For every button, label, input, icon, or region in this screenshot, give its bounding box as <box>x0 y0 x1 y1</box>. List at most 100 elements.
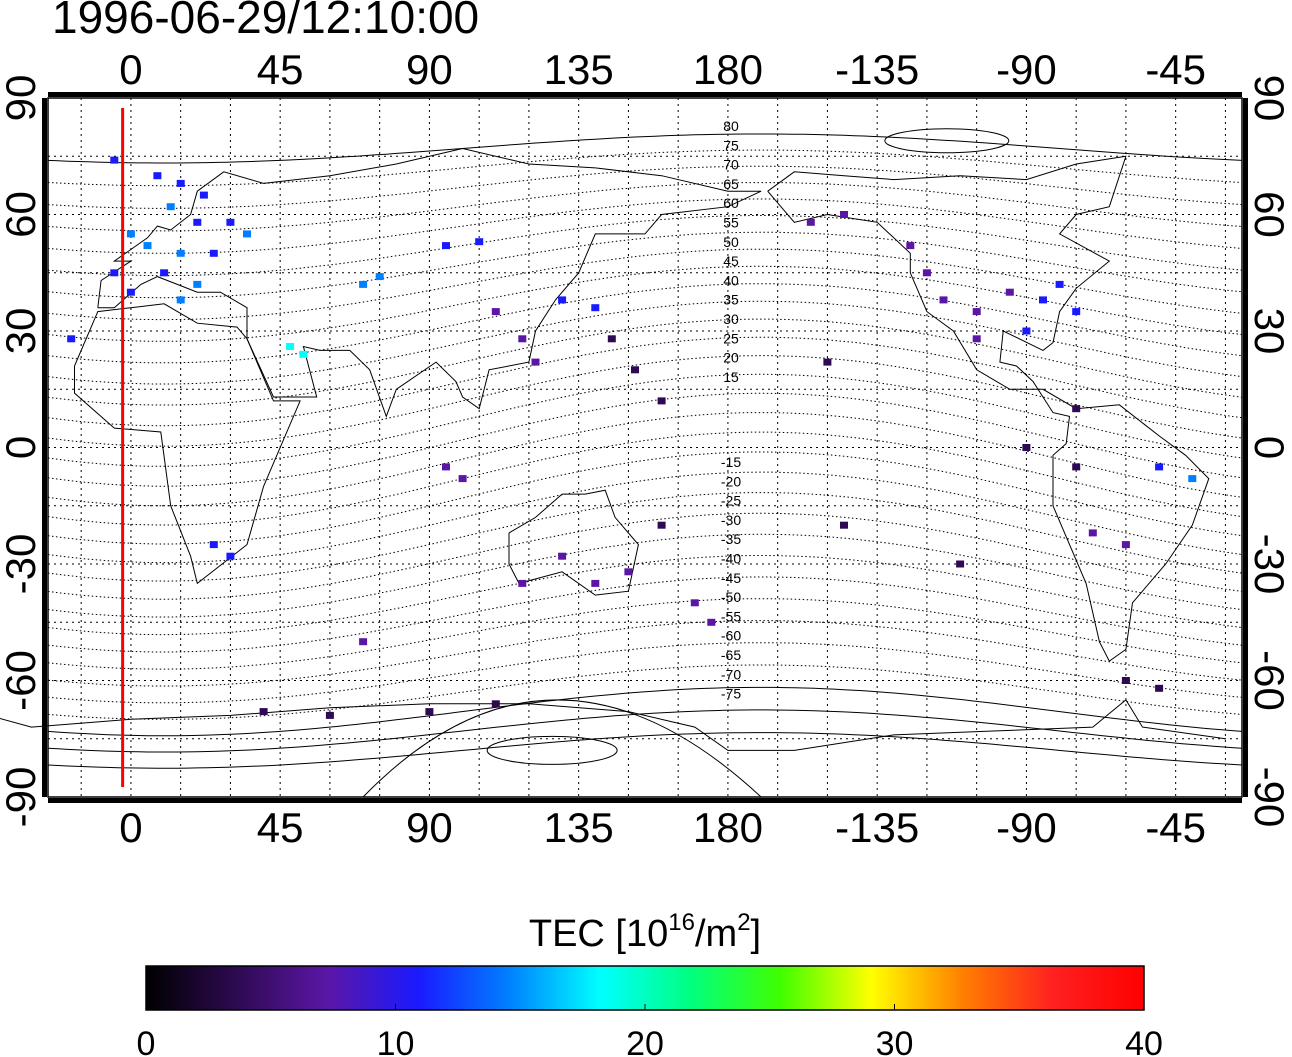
contour-label: 35 <box>723 292 739 308</box>
tec-point <box>110 156 119 164</box>
tec-point <box>1188 475 1197 483</box>
tec-point <box>591 304 600 312</box>
tec-point <box>906 242 915 250</box>
tec-point <box>359 638 368 646</box>
top-lon-tick-label: 45 <box>257 46 304 93</box>
tec-point <box>209 541 218 549</box>
contour-label: 70 <box>723 157 739 173</box>
tec-point <box>67 335 76 343</box>
contour-label: -55 <box>721 608 741 624</box>
tec-point <box>425 708 434 716</box>
top-lon-tick-label: 90 <box>406 46 453 93</box>
coastline-path <box>97 147 762 418</box>
tec-point <box>956 560 965 568</box>
right-axis-bar <box>1243 98 1248 797</box>
contour-label: -45 <box>721 570 741 586</box>
tec-point <box>690 599 699 607</box>
contour-label: -70 <box>721 666 741 682</box>
contour-label: -65 <box>721 647 741 663</box>
tec-point <box>176 296 185 304</box>
tec-point <box>176 249 185 257</box>
tec-point <box>110 269 119 277</box>
tec-point <box>160 269 169 277</box>
contour-line <box>47 620 1243 687</box>
tec-point <box>1072 463 1081 471</box>
tec-point <box>1039 296 1047 304</box>
south-pole-contour <box>486 735 618 765</box>
tec-point <box>442 463 450 471</box>
south-pole-contour <box>362 699 762 798</box>
contour-label: 40 <box>723 272 739 288</box>
tec-point <box>518 335 527 343</box>
coastline-path <box>0 699 1226 751</box>
tec-point <box>1155 463 1164 471</box>
top-lon-tick-label: 0 <box>119 46 142 93</box>
contour-label: -15 <box>721 454 741 470</box>
bottom-lon-tick-label: 0 <box>119 804 142 851</box>
right-lat-tick-label: 0 <box>1246 436 1292 459</box>
contour-label: 45 <box>723 253 739 269</box>
left-axis-bar <box>42 98 47 797</box>
tec-point <box>359 280 368 288</box>
tec-point <box>166 203 175 211</box>
tec-point <box>193 218 202 226</box>
bottom-axis-bar <box>48 798 1242 803</box>
tec-point <box>607 335 616 343</box>
contour-label: -30 <box>721 512 741 528</box>
contour-line <box>47 732 1243 769</box>
tec-point <box>558 296 567 304</box>
top-lon-tick-label: 135 <box>544 46 614 93</box>
contour-label: 65 <box>723 176 739 192</box>
colorbar-tick-label: 10 <box>377 1025 415 1057</box>
tec-point <box>1088 529 1097 537</box>
tec-point <box>176 179 185 187</box>
contour-label: 80 <box>723 118 739 134</box>
contour-line <box>47 336 1243 427</box>
tec-point <box>458 475 467 483</box>
tec-point <box>126 230 135 238</box>
colorbar-title: TEC [1016/m2] <box>529 909 761 955</box>
contour-line <box>47 392 1243 487</box>
tec-point <box>1055 280 1064 288</box>
contour-label: 50 <box>723 234 739 250</box>
left-lat-tick-label: 60 <box>0 191 44 238</box>
contour-line <box>47 300 1243 385</box>
right-lat-tick-label: -30 <box>1246 534 1292 595</box>
tec-point <box>1121 677 1130 684</box>
contour-line <box>47 283 1243 364</box>
contour-line <box>47 412 1243 507</box>
contour-label: 20 <box>723 350 739 366</box>
tec-measurement-points <box>67 156 1197 719</box>
colorbar-gradient <box>145 965 1145 1011</box>
colorbar-tick-label: 40 <box>1125 1025 1163 1057</box>
tec-point <box>259 708 268 716</box>
contour-line <box>47 355 1243 447</box>
right-lat-tick-label: 60 <box>1246 191 1292 238</box>
map-axes: 0045459090135135180180-135-135-90-90-45-… <box>0 46 1292 851</box>
top-lon-tick-label: -135 <box>835 46 919 93</box>
colorbar-tick-label: 30 <box>876 1025 914 1057</box>
contour-line <box>47 533 1243 618</box>
tec-point <box>518 579 527 587</box>
contour-line <box>47 664 1243 720</box>
tec-point <box>840 211 848 218</box>
bottom-lon-tick-label: 135 <box>544 804 614 851</box>
contour-line <box>47 215 1243 277</box>
contour-line <box>47 471 1243 564</box>
bottom-lon-tick-label: 180 <box>693 804 763 851</box>
tec-point <box>126 288 135 296</box>
tec-point <box>707 618 716 626</box>
tec-point <box>840 521 848 529</box>
tec-point <box>939 296 948 304</box>
tec-point <box>243 230 251 238</box>
tec-point <box>591 579 600 587</box>
coastline-path <box>767 155 1210 662</box>
left-lat-tick-label: -60 <box>0 650 44 711</box>
tec-point <box>442 242 450 250</box>
bottom-lon-tick-label: 90 <box>406 804 453 851</box>
tec-point <box>1005 288 1014 296</box>
tec-point <box>375 273 384 281</box>
tec-point <box>624 568 633 576</box>
timestamp-title: 1996-06-29/12:10:00 <box>52 0 480 43</box>
